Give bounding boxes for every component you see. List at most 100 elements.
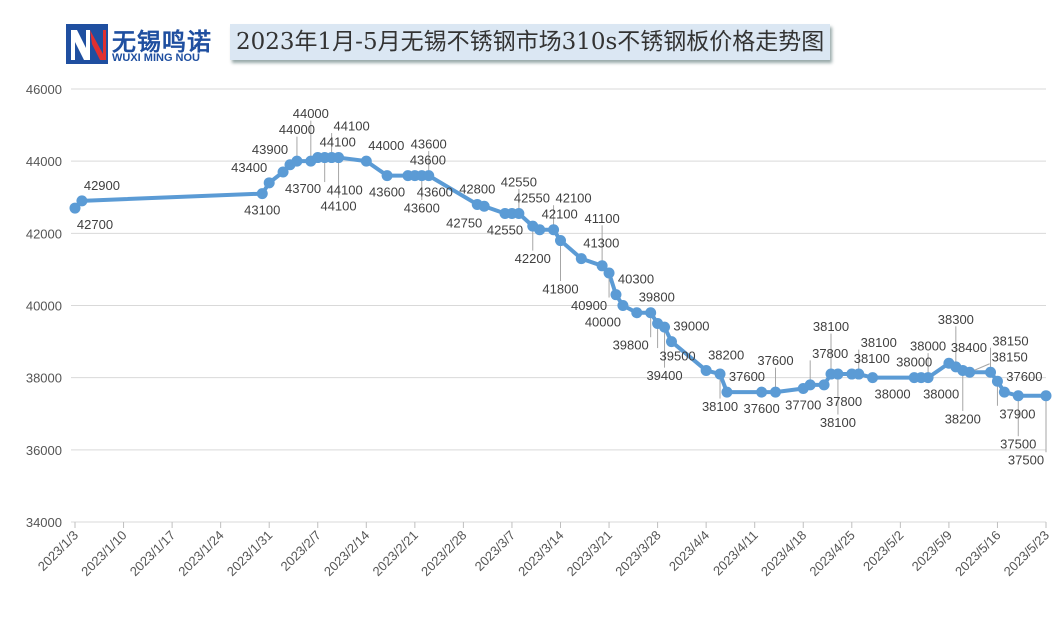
data-point — [922, 372, 934, 384]
data-point — [832, 368, 844, 380]
data-point — [756, 386, 768, 398]
data-label: 37600 — [757, 353, 793, 368]
y-tick-label: 34000 — [26, 515, 62, 530]
y-tick-label: 36000 — [26, 443, 62, 458]
data-label: 44100 — [320, 135, 356, 150]
data-point — [645, 307, 657, 319]
data-label: 37500 — [1008, 453, 1044, 468]
x-tick-label: 2023/5/9 — [909, 528, 955, 574]
data-label: 38200 — [708, 347, 744, 362]
data-label: 37500 — [1000, 437, 1036, 452]
y-tick-label: 42000 — [26, 226, 62, 241]
logo-name-cn: 无锡鸣诺 — [112, 28, 212, 56]
data-label: 40900 — [571, 298, 607, 313]
data-label: 42100 — [542, 207, 578, 222]
data-label: 44000 — [368, 138, 404, 153]
logo-name-en: WUXI MING NOU — [112, 52, 200, 64]
x-tick-label: 2023/4/11 — [710, 528, 761, 579]
data-point — [770, 386, 782, 398]
data-label: 41300 — [583, 236, 619, 251]
data-label: 42750 — [446, 215, 482, 230]
x-tick-label: 2023/5/23 — [1001, 528, 1053, 580]
data-label: 42550 — [514, 190, 550, 205]
data-point — [610, 289, 622, 301]
data-label: 38100 — [861, 335, 897, 350]
data-point — [818, 379, 830, 391]
logo-mark-icon — [66, 24, 108, 64]
x-tick-label: 2023/1/31 — [224, 528, 276, 580]
data-point — [1012, 390, 1024, 402]
data-point — [423, 170, 435, 182]
x-tick-label: 2023/1/17 — [127, 528, 179, 580]
data-point — [478, 200, 490, 212]
data-label: 37700 — [785, 397, 821, 412]
data-label: 42800 — [459, 181, 495, 196]
data-point — [617, 300, 629, 311]
data-label: 43400 — [231, 160, 267, 175]
data-point — [659, 321, 671, 333]
data-label: 38150 — [992, 333, 1028, 348]
data-point — [603, 267, 615, 279]
data-label: 42550 — [501, 174, 537, 189]
data-label: 41800 — [542, 282, 578, 297]
data-point — [513, 207, 525, 219]
data-point — [263, 177, 275, 189]
x-tick-label: 2023/4/18 — [758, 528, 810, 580]
y-tick-label: 44000 — [26, 154, 62, 169]
data-label: 38150 — [992, 349, 1028, 364]
y-tick-label: 46000 — [26, 82, 62, 97]
data-point — [998, 386, 1010, 398]
data-point — [277, 166, 289, 178]
data-label: 41100 — [585, 211, 620, 226]
data-label: 42200 — [515, 251, 551, 266]
data-label: 38000 — [875, 387, 911, 402]
chart-title: 2023年1月-5月无锡不锈钢市场310s不锈钢板价格走势图 — [230, 24, 831, 60]
y-tick-label: 40000 — [26, 299, 62, 314]
data-label: 42900 — [84, 178, 120, 193]
data-label: 43600 — [411, 137, 447, 152]
x-tick-label: 2023/2/7 — [277, 528, 323, 574]
x-tick-label: 2023/5/2 — [860, 528, 906, 574]
data-label: 39800 — [639, 290, 675, 305]
data-label: 39000 — [673, 319, 709, 334]
x-tick-label: 2023/3/7 — [472, 528, 518, 574]
data-point — [1040, 390, 1052, 402]
data-label: 44100 — [320, 199, 356, 214]
data-point — [721, 386, 733, 398]
data-point — [853, 368, 865, 380]
data-point — [534, 224, 546, 236]
data-label: 42700 — [77, 217, 113, 232]
data-label: 37900 — [999, 406, 1035, 421]
data-label: 44000 — [293, 106, 329, 121]
data-point — [256, 188, 268, 200]
data-label: 37800 — [826, 394, 862, 409]
x-tick-label: 2023/1/3 — [35, 528, 81, 574]
data-label: 38100 — [702, 399, 738, 414]
data-label: 43100 — [244, 203, 280, 218]
data-point — [548, 224, 560, 236]
data-point — [575, 253, 587, 265]
data-label: 43600 — [410, 153, 446, 168]
data-label: 43600 — [417, 185, 453, 200]
data-label: 38200 — [945, 411, 981, 426]
x-tick-label: 2023/3/28 — [612, 528, 664, 580]
data-point — [804, 379, 816, 391]
data-label: 43600 — [404, 201, 440, 216]
y-tick-label: 38000 — [26, 371, 62, 386]
data-label: 40300 — [618, 272, 654, 287]
data-label: 43600 — [369, 185, 405, 200]
data-label: 39500 — [660, 349, 696, 364]
data-label: 44100 — [334, 119, 370, 134]
x-tick-label: 2023/2/14 — [321, 528, 373, 580]
data-label: 42100 — [555, 191, 591, 206]
x-tick-label: 2023/4/4 — [666, 528, 712, 574]
data-label: 44100 — [327, 183, 363, 198]
x-tick-label: 2023/1/24 — [175, 528, 227, 580]
data-point — [714, 368, 726, 380]
data-label: 38000 — [896, 355, 932, 370]
data-point — [985, 366, 997, 378]
data-label: 44000 — [279, 122, 315, 137]
data-point — [291, 155, 303, 167]
data-label: 38100 — [854, 351, 890, 366]
x-tick-label: 2023/4/25 — [806, 528, 858, 580]
